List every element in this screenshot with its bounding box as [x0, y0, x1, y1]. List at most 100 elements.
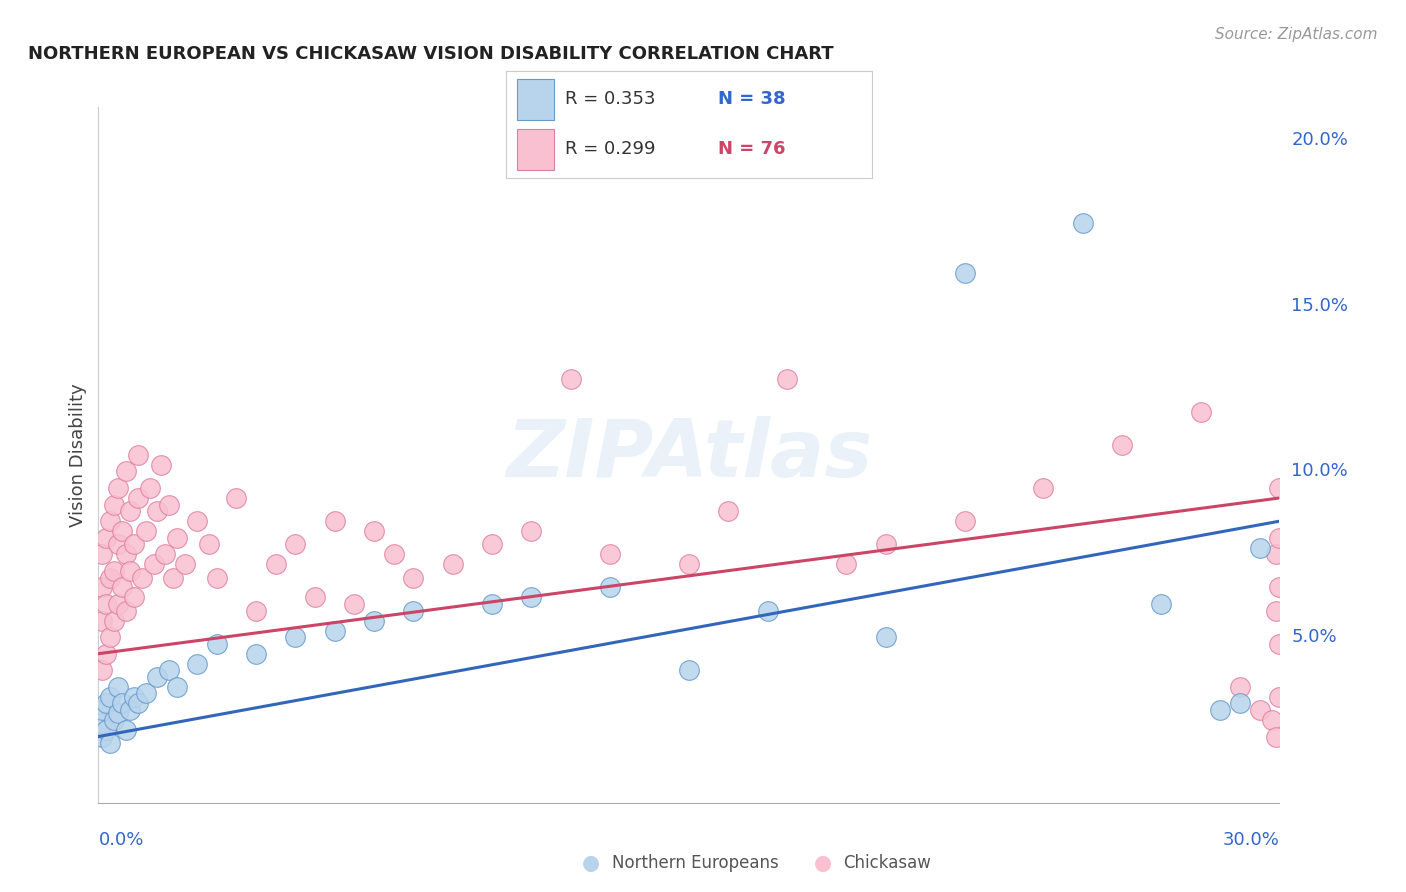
Y-axis label: Vision Disability: Vision Disability: [69, 383, 87, 527]
Point: [107, 537, 129, 551]
Point: [138, 481, 160, 495]
Point: [103, 564, 125, 578]
Text: R = 0.353: R = 0.353: [565, 90, 655, 108]
Point: [98, 690, 121, 704]
Point: [107, 680, 129, 694]
Point: [174, 558, 197, 572]
Point: [1249, 703, 1271, 717]
Point: [127, 697, 149, 711]
Point: [135, 524, 157, 538]
Point: [599, 581, 621, 595]
Point: [1150, 597, 1173, 611]
Point: [1268, 690, 1291, 704]
Point: [96, 697, 118, 711]
Point: [111, 581, 134, 595]
Point: [135, 686, 157, 700]
Point: [107, 481, 129, 495]
Point: [146, 504, 169, 518]
Point: [402, 604, 425, 618]
Point: [245, 647, 267, 661]
Text: 10.0%: 10.0%: [1291, 462, 1348, 481]
Point: [284, 630, 307, 644]
Point: [103, 713, 125, 727]
Point: [127, 491, 149, 505]
Point: [197, 537, 219, 551]
Point: [284, 537, 307, 551]
Point: [91, 716, 114, 731]
Point: [91, 663, 114, 677]
Point: [205, 570, 228, 584]
Point: [186, 657, 208, 671]
Point: [111, 697, 134, 711]
Point: [96, 647, 118, 661]
Point: [304, 591, 326, 605]
Point: [481, 537, 503, 551]
Point: [717, 504, 740, 518]
Point: [115, 604, 138, 618]
Text: 20.0%: 20.0%: [1291, 131, 1348, 149]
Point: [323, 624, 346, 638]
Point: [146, 670, 169, 684]
Point: [599, 547, 621, 561]
Point: [1268, 531, 1291, 545]
Text: R = 0.299: R = 0.299: [565, 141, 655, 159]
Point: [835, 558, 858, 572]
Point: [98, 514, 121, 528]
Bar: [517, 78, 554, 120]
Point: [127, 448, 149, 462]
Point: [756, 604, 779, 618]
Point: [560, 372, 582, 386]
Point: [103, 498, 125, 512]
Point: [91, 614, 114, 628]
Point: [1268, 581, 1291, 595]
Point: [96, 723, 118, 737]
Point: [323, 514, 346, 528]
Text: 0.0%: 0.0%: [98, 830, 143, 848]
Point: [111, 524, 134, 538]
Point: [142, 558, 165, 572]
Bar: [517, 129, 554, 169]
Point: [363, 614, 385, 628]
Text: 15.0%: 15.0%: [1291, 297, 1348, 315]
Point: [122, 591, 145, 605]
Point: [155, 547, 177, 561]
Point: [157, 498, 180, 512]
Point: [225, 491, 247, 505]
Point: [91, 581, 114, 595]
Point: [98, 736, 121, 750]
Point: [402, 570, 425, 584]
Point: [122, 537, 145, 551]
Point: [96, 531, 118, 545]
Point: [520, 591, 543, 605]
Point: [1264, 730, 1286, 744]
Point: [107, 597, 129, 611]
Point: [122, 690, 145, 704]
Point: [678, 558, 700, 572]
Text: 30.0%: 30.0%: [1223, 830, 1279, 848]
Text: N = 76: N = 76: [718, 141, 786, 159]
Text: Chickasaw: Chickasaw: [844, 854, 932, 871]
Text: NORTHERN EUROPEAN VS CHICKASAW VISION DISABILITY CORRELATION CHART: NORTHERN EUROPEAN VS CHICKASAW VISION DI…: [28, 45, 834, 62]
Point: [98, 570, 121, 584]
Text: Northern Europeans: Northern Europeans: [612, 854, 779, 871]
Point: [1229, 680, 1251, 694]
Text: 5.0%: 5.0%: [1291, 628, 1337, 646]
Point: [1268, 481, 1291, 495]
Text: ●: ●: [582, 853, 599, 872]
Point: [118, 703, 141, 717]
Text: Source: ZipAtlas.com: Source: ZipAtlas.com: [1215, 27, 1378, 42]
Point: [107, 706, 129, 721]
Point: [115, 465, 138, 479]
Point: [875, 630, 897, 644]
Point: [1260, 713, 1282, 727]
Point: [678, 663, 700, 677]
Point: [162, 570, 184, 584]
Point: [953, 266, 976, 280]
Point: [1249, 541, 1271, 555]
Point: [520, 524, 543, 538]
Point: [1264, 604, 1286, 618]
Point: [96, 597, 118, 611]
Point: [131, 570, 153, 584]
Point: [1229, 697, 1251, 711]
Point: [205, 637, 228, 651]
